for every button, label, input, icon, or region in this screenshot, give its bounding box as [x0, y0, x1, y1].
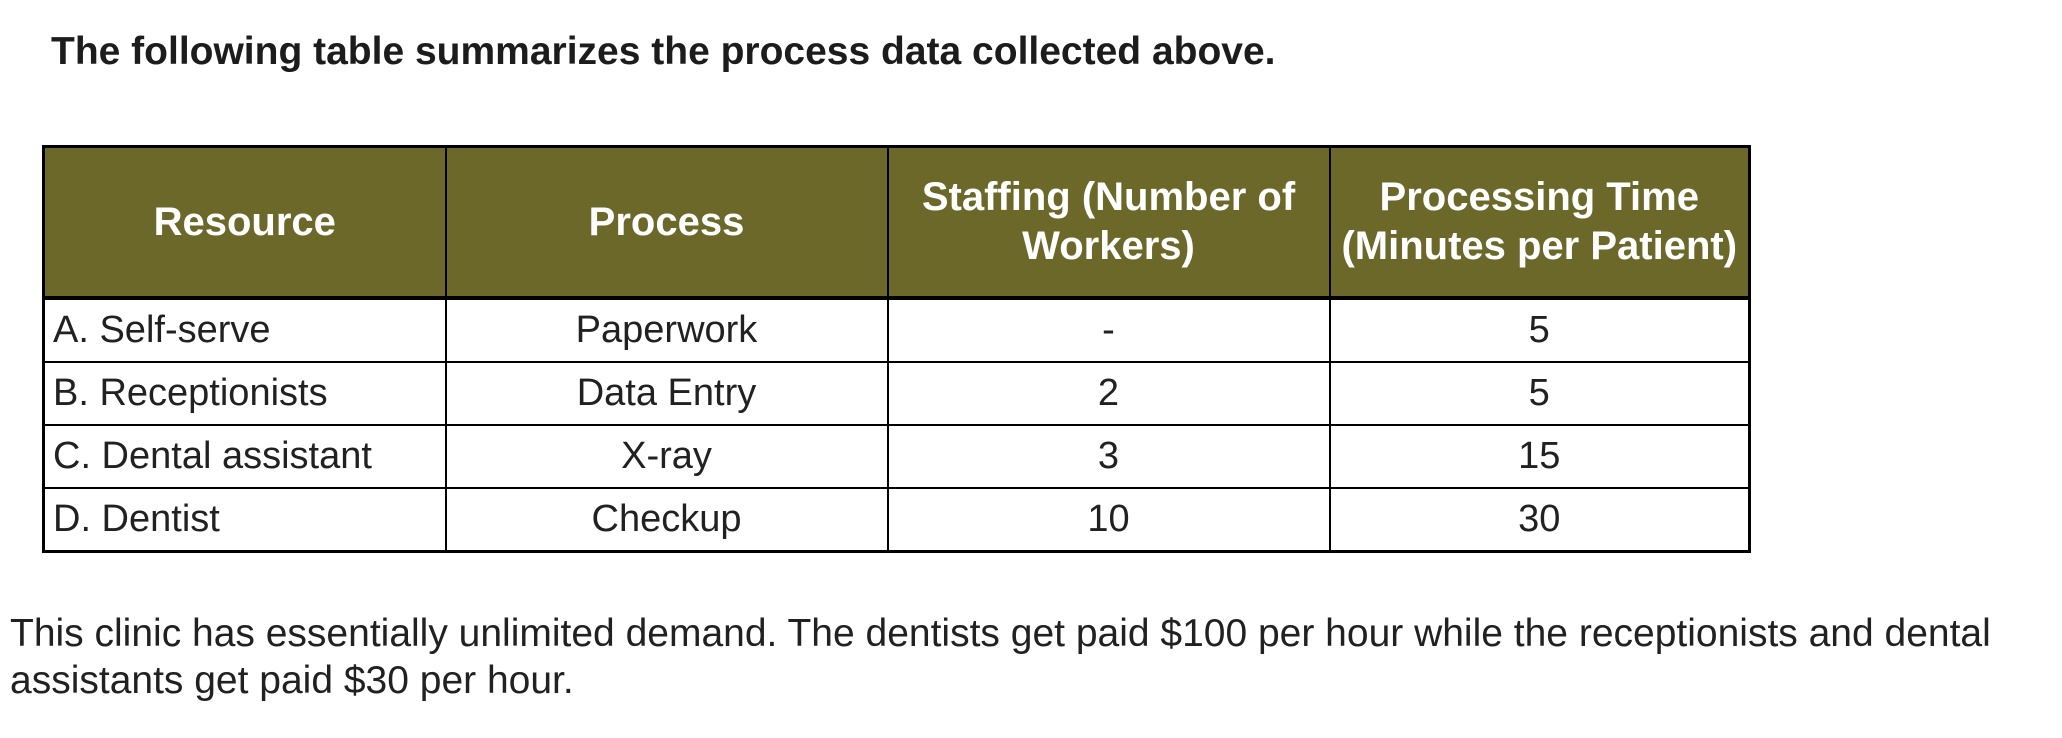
cell-staffing: 2 — [886, 361, 1331, 426]
cell-processing-time: 5 — [1328, 361, 1751, 426]
note-paragraph: This clinic has essentially unlimited de… — [10, 612, 1991, 702]
cell-process: X-ray — [444, 424, 889, 489]
table-row-self-serve: A. Self-serve Paperwork - 5 — [42, 297, 1751, 363]
cell-processing-time: 5 — [1328, 297, 1751, 363]
table-row-dentist: D. Dentist Checkup 10 30 — [42, 487, 1751, 553]
table-row-dental-assistant: C. Dental assistant X-ray 3 15 — [42, 424, 1751, 489]
table-body: A. Self-serve Paperwork - 5 B. Reception… — [42, 297, 1751, 553]
cell-staffing: 3 — [886, 424, 1331, 489]
table-header: Resource Process Staffing (Number of Wor… — [42, 145, 1751, 300]
table-row-receptionists: B. Receptionists Data Entry 2 5 — [42, 361, 1751, 426]
page-title: The following table summarizes the proce… — [51, 30, 1276, 73]
cell-processing-time: 15 — [1328, 424, 1751, 489]
column-header-process: Process — [444, 145, 889, 300]
cell-resource: D. Dentist — [42, 487, 447, 553]
column-header-staffing: Staffing (Number of Workers) — [886, 145, 1331, 300]
header-row: Resource Process Staffing (Number of Wor… — [42, 145, 1751, 300]
cell-resource: C. Dental assistant — [42, 424, 447, 489]
cell-process: Checkup — [444, 487, 889, 553]
cell-processing-time: 30 — [1328, 487, 1751, 553]
cell-resource: B. Receptionists — [42, 361, 447, 426]
cell-resource: A. Self-serve — [42, 297, 447, 363]
column-header-processing-time: Processing Time (Minutes per Patient) — [1328, 145, 1751, 300]
cell-staffing: - — [886, 297, 1331, 363]
column-header-resource: Resource — [42, 145, 447, 300]
process-data-table: Resource Process Staffing (Number of Wor… — [42, 145, 1751, 553]
cell-staffing: 10 — [886, 487, 1331, 553]
cell-process: Data Entry — [444, 361, 889, 426]
cell-process: Paperwork — [444, 297, 889, 363]
